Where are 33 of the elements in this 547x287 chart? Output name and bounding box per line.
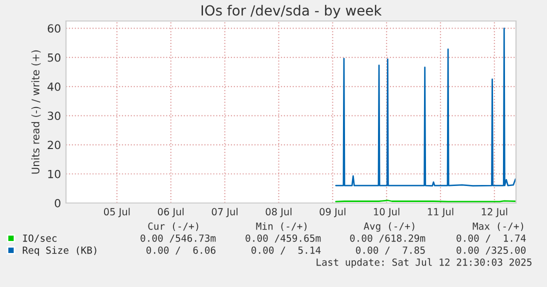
line-series [335, 28, 516, 187]
text: Avg (-/+) [364, 222, 414, 232]
y-tick-label: 60 [48, 24, 60, 33]
text: Last update: Sat Jul 12 21:30:03 2025 [316, 258, 532, 268]
text: 0.00 / 6.06 [146, 246, 216, 255]
x-tick-label: 05 Jul [104, 208, 130, 218]
x-tick-label: 10 Jul [374, 208, 400, 218]
chart-title: IOs for /dev/sda - by week [202, 4, 382, 18]
text: Cur (-/+) [148, 222, 198, 231]
text: 0.00 / 7.85 [356, 246, 425, 255]
text: 0.00 / 5.14 [251, 246, 321, 255]
text: Min (-/+) [256, 222, 306, 231]
x-tick-label: 07 Jul [212, 208, 238, 218]
x-tick-label: 06 Jul [158, 208, 184, 218]
legend-label: Req Size (KB) [22, 246, 96, 256]
text: 0.00 / 1.74 [456, 234, 526, 243]
text: 0.00 /546.73m [140, 234, 216, 243]
text: Max (-/+) [472, 222, 524, 231]
y-tick-label: 20 [48, 140, 60, 150]
legend-label: IO/sec [23, 234, 56, 243]
x-tick-label: 08 Jul [266, 208, 292, 218]
text: 0.00 /459.65m [246, 234, 321, 243]
x-tick-label: 12 Jul [482, 208, 508, 218]
y-tick-label: 40 [48, 82, 60, 91]
x-tick-label: 09 Jul [320, 208, 346, 218]
y-tick-label: 50 [48, 53, 60, 62]
text: 0.00 /618.29m [350, 234, 426, 243]
y-tick-label: 0 [54, 198, 60, 208]
text: 0.00 /325.00 [456, 246, 526, 255]
y-tick-label: 30 [48, 112, 60, 120]
y-axis-title: Units read (-) / write (+) [31, 50, 41, 174]
y-tick-label: 10 [48, 170, 60, 178]
x-tick-label: 11 Jul [428, 208, 454, 218]
